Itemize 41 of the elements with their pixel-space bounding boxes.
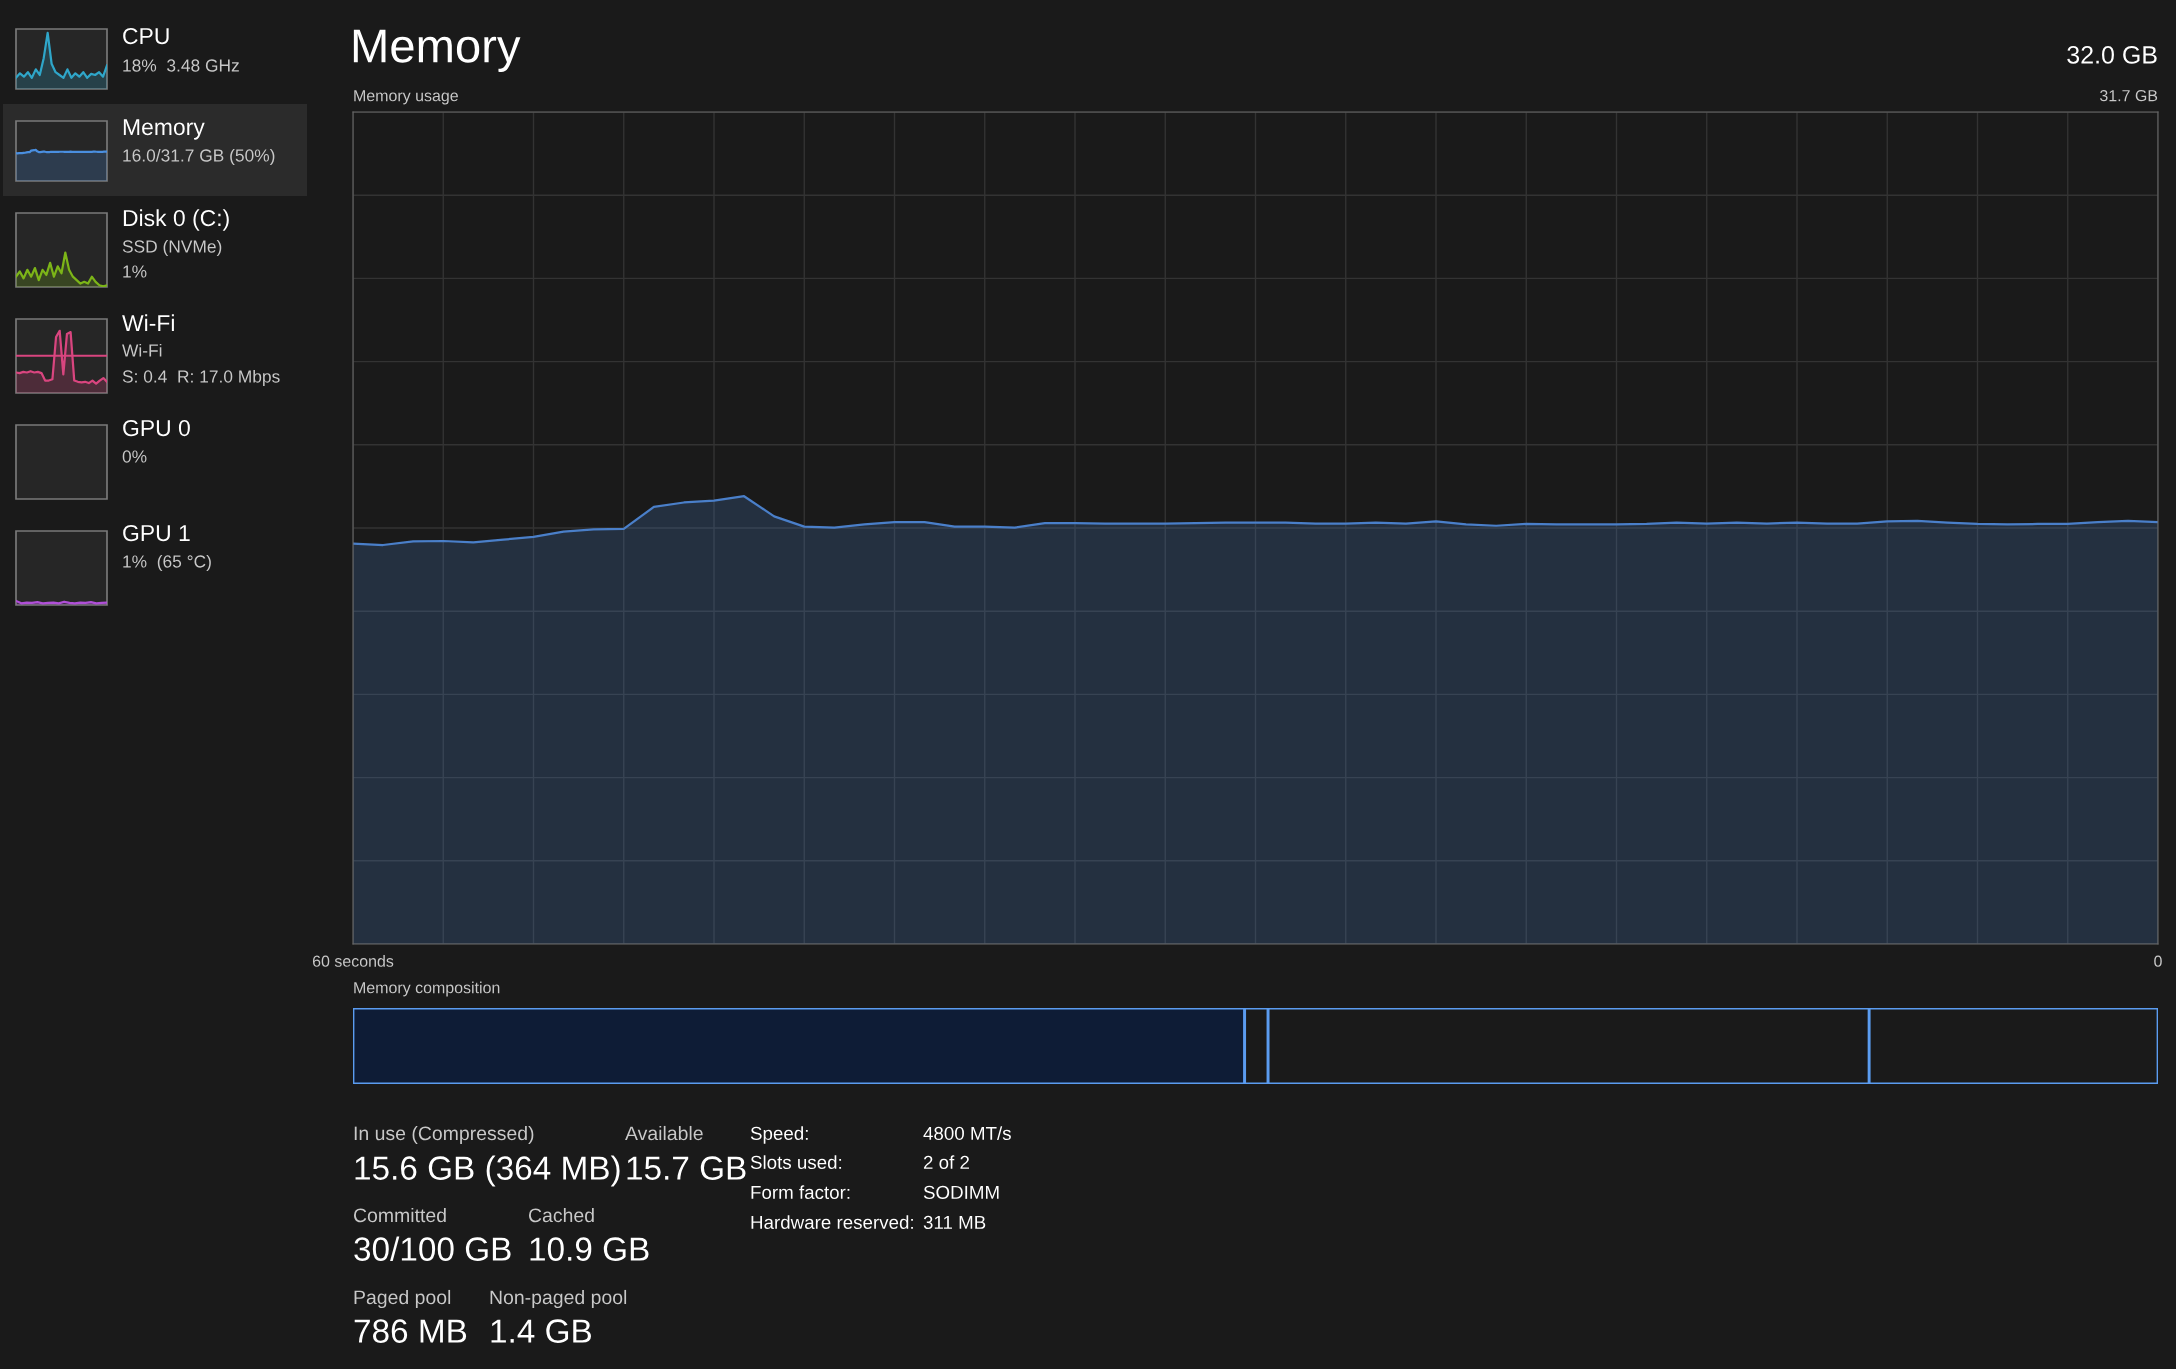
text: Cached [528,1207,594,1223]
x-tick-label: 60 seconds [312,955,394,967]
chart-subtitle: Memory usage [354,90,458,105]
text: SODIMM [923,1185,999,1200]
text: 30/100 GB [354,1236,511,1261]
x-tick-label: 0 [2154,955,2162,967]
text: 1% [123,265,147,278]
text: In use (Compressed) [354,1125,534,1145]
chart-title: Memory composition [354,981,500,997]
text: Wi-Fi [122,314,174,331]
text: SSD (NVMe) [122,239,222,257]
text: 2 of 2 [923,1155,969,1170]
text: 31.7 GB [2100,89,2158,102]
text: Slots used: [750,1155,842,1170]
text: 1% (65 °C) [123,554,211,572]
text: Memory [123,119,205,140]
text: 18% 3.48 GHz [123,59,239,72]
text: Hardware reserved: [751,1215,913,1230]
text: 1.4 GB [491,1319,591,1343]
text: Paged pool [354,1289,451,1309]
text: Form factor: [751,1185,850,1200]
text: 16.0/31.7 GB (50%) [123,148,275,166]
text: S: 0.4 R: 17.0 Mbps [122,369,280,387]
text: CPU [123,27,169,45]
text: Wi-Fi [122,343,162,357]
text: 15.6 GB (364 MB) [355,1155,620,1187]
text: 10.9 GB [530,1237,649,1261]
text: Disk 0 (C:) [123,209,229,231]
text: 0% [122,450,147,463]
text: GPU 1 [123,524,190,542]
text: 311 MB [923,1215,986,1230]
text: 32.0 GB [2067,46,2157,64]
text: Speed: [750,1126,808,1144]
chart-title: Memory [353,29,521,73]
text: Available [625,1125,703,1141]
text: 4800 MT/s [923,1126,1011,1141]
text: GPU 0 [123,419,190,437]
text: Non-paged pool [490,1289,627,1309]
text: 15.7 GB [627,1156,746,1180]
text: Committed [353,1207,446,1223]
text: 786 MB [354,1319,467,1343]
